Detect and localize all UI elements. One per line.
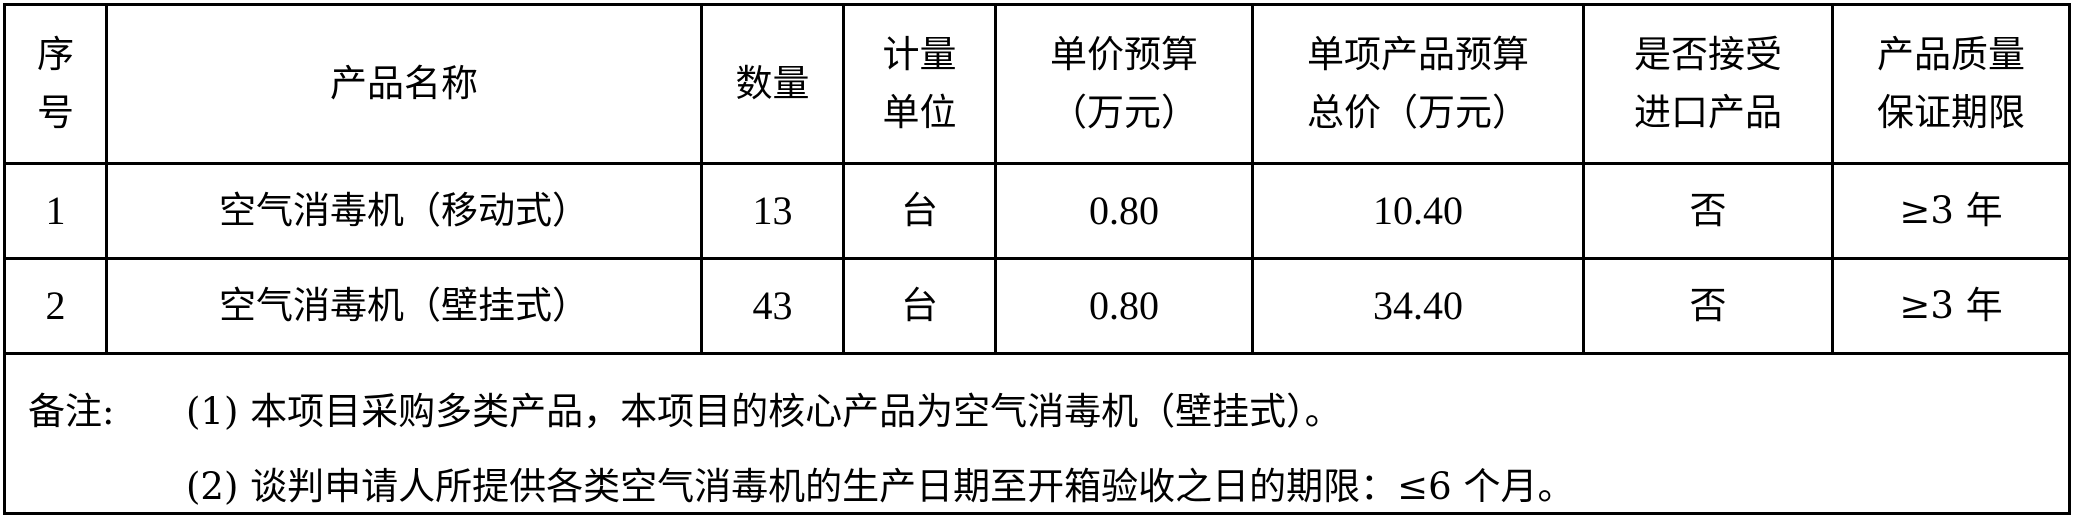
header-row: 序号 产品名称 数量 计量单位 单价预算 （万元） 单项产品预算 总价（万元） 是否… bbox=[3, 3, 2071, 165]
cell-warranty: ≥3 年 bbox=[1831, 257, 2071, 355]
header-text: 进口产品 bbox=[1634, 91, 1782, 134]
cell-total: 10.40 bbox=[1251, 162, 1585, 260]
header-text: 号 bbox=[37, 91, 74, 134]
cell-unit-price: 0.80 bbox=[994, 162, 1254, 260]
header-text: 计量 bbox=[882, 33, 957, 76]
header-text: 数量 bbox=[735, 62, 810, 105]
header-total: 单项产品预算 总价（万元） bbox=[1251, 3, 1585, 165]
header-text: 产品质量 bbox=[1877, 33, 2025, 76]
remarks-cell: 备注: (1) 本项目采购多类产品，本项目的核心产品为空气消毒机（壁挂式）。 (… bbox=[3, 352, 2071, 515]
cell-name: 空气消毒机（壁挂式） bbox=[105, 257, 703, 355]
header-text: 是否接受 bbox=[1634, 33, 1782, 76]
header-imported: 是否接受 进口产品 bbox=[1582, 3, 1834, 165]
header-unit-price: 单价预算 （万元） bbox=[994, 3, 1254, 165]
header-name: 产品名称 bbox=[105, 3, 703, 165]
header-text: 总价（万元） bbox=[1307, 91, 1529, 134]
cell-unit: 台 bbox=[842, 162, 997, 260]
header-text: 单位 bbox=[882, 91, 957, 134]
table-row: 2 空气消毒机（壁挂式） 43 台 0.80 34.40 否 ≥3 年 bbox=[3, 257, 2071, 355]
header-unit: 计量 单位 bbox=[842, 3, 997, 165]
remarks-line-1: (1) 本项目采购多类产品，本项目的核心产品为空气消毒机（壁挂式）。 bbox=[186, 390, 1342, 433]
header-text: 保证期限 bbox=[1877, 91, 2025, 134]
cell-index: 2 bbox=[3, 257, 108, 355]
cell-quantity: 43 bbox=[700, 257, 845, 355]
remarks-line-2: (2) 谈判申请人所提供各类空气消毒机的生产日期至开箱验收之日的期限：≤6 个月… bbox=[186, 465, 1575, 508]
remarks-row: 备注: (1) 本项目采购多类产品，本项目的核心产品为空气消毒机（壁挂式）。 (… bbox=[3, 352, 2071, 515]
remarks-label: 备注: bbox=[28, 390, 115, 433]
product-budget-table: 序号 产品名称 数量 计量单位 单价预算 （万元） 单项产品预算 总价（万元） 是否… bbox=[3, 3, 2071, 515]
cell-quantity: 13 bbox=[700, 162, 845, 260]
cell-index: 1 bbox=[3, 162, 108, 260]
header-text: 序 bbox=[37, 33, 74, 76]
cell-unit: 台 bbox=[842, 257, 997, 355]
header-text: 单价预算 bbox=[1050, 33, 1198, 76]
cell-name: 空气消毒机（移动式） bbox=[105, 162, 703, 260]
table-row: 1 空气消毒机（移动式） 13 台 0.80 10.40 否 ≥3 年 bbox=[3, 162, 2071, 260]
cell-unit-price: 0.80 bbox=[994, 257, 1254, 355]
header-index: 序号 bbox=[3, 3, 108, 165]
header-text: 产品名称 bbox=[330, 62, 478, 105]
header-warranty: 产品质量 保证期限 bbox=[1831, 3, 2071, 165]
cell-imported: 否 bbox=[1582, 162, 1834, 260]
header-text: （万元） bbox=[1050, 91, 1198, 134]
header-text: 单项产品预算 bbox=[1307, 33, 1529, 76]
cell-warranty: ≥3 年 bbox=[1831, 162, 2071, 260]
header-quantity: 数量 bbox=[700, 3, 845, 165]
cell-total: 34.40 bbox=[1251, 257, 1585, 355]
cell-imported: 否 bbox=[1582, 257, 1834, 355]
